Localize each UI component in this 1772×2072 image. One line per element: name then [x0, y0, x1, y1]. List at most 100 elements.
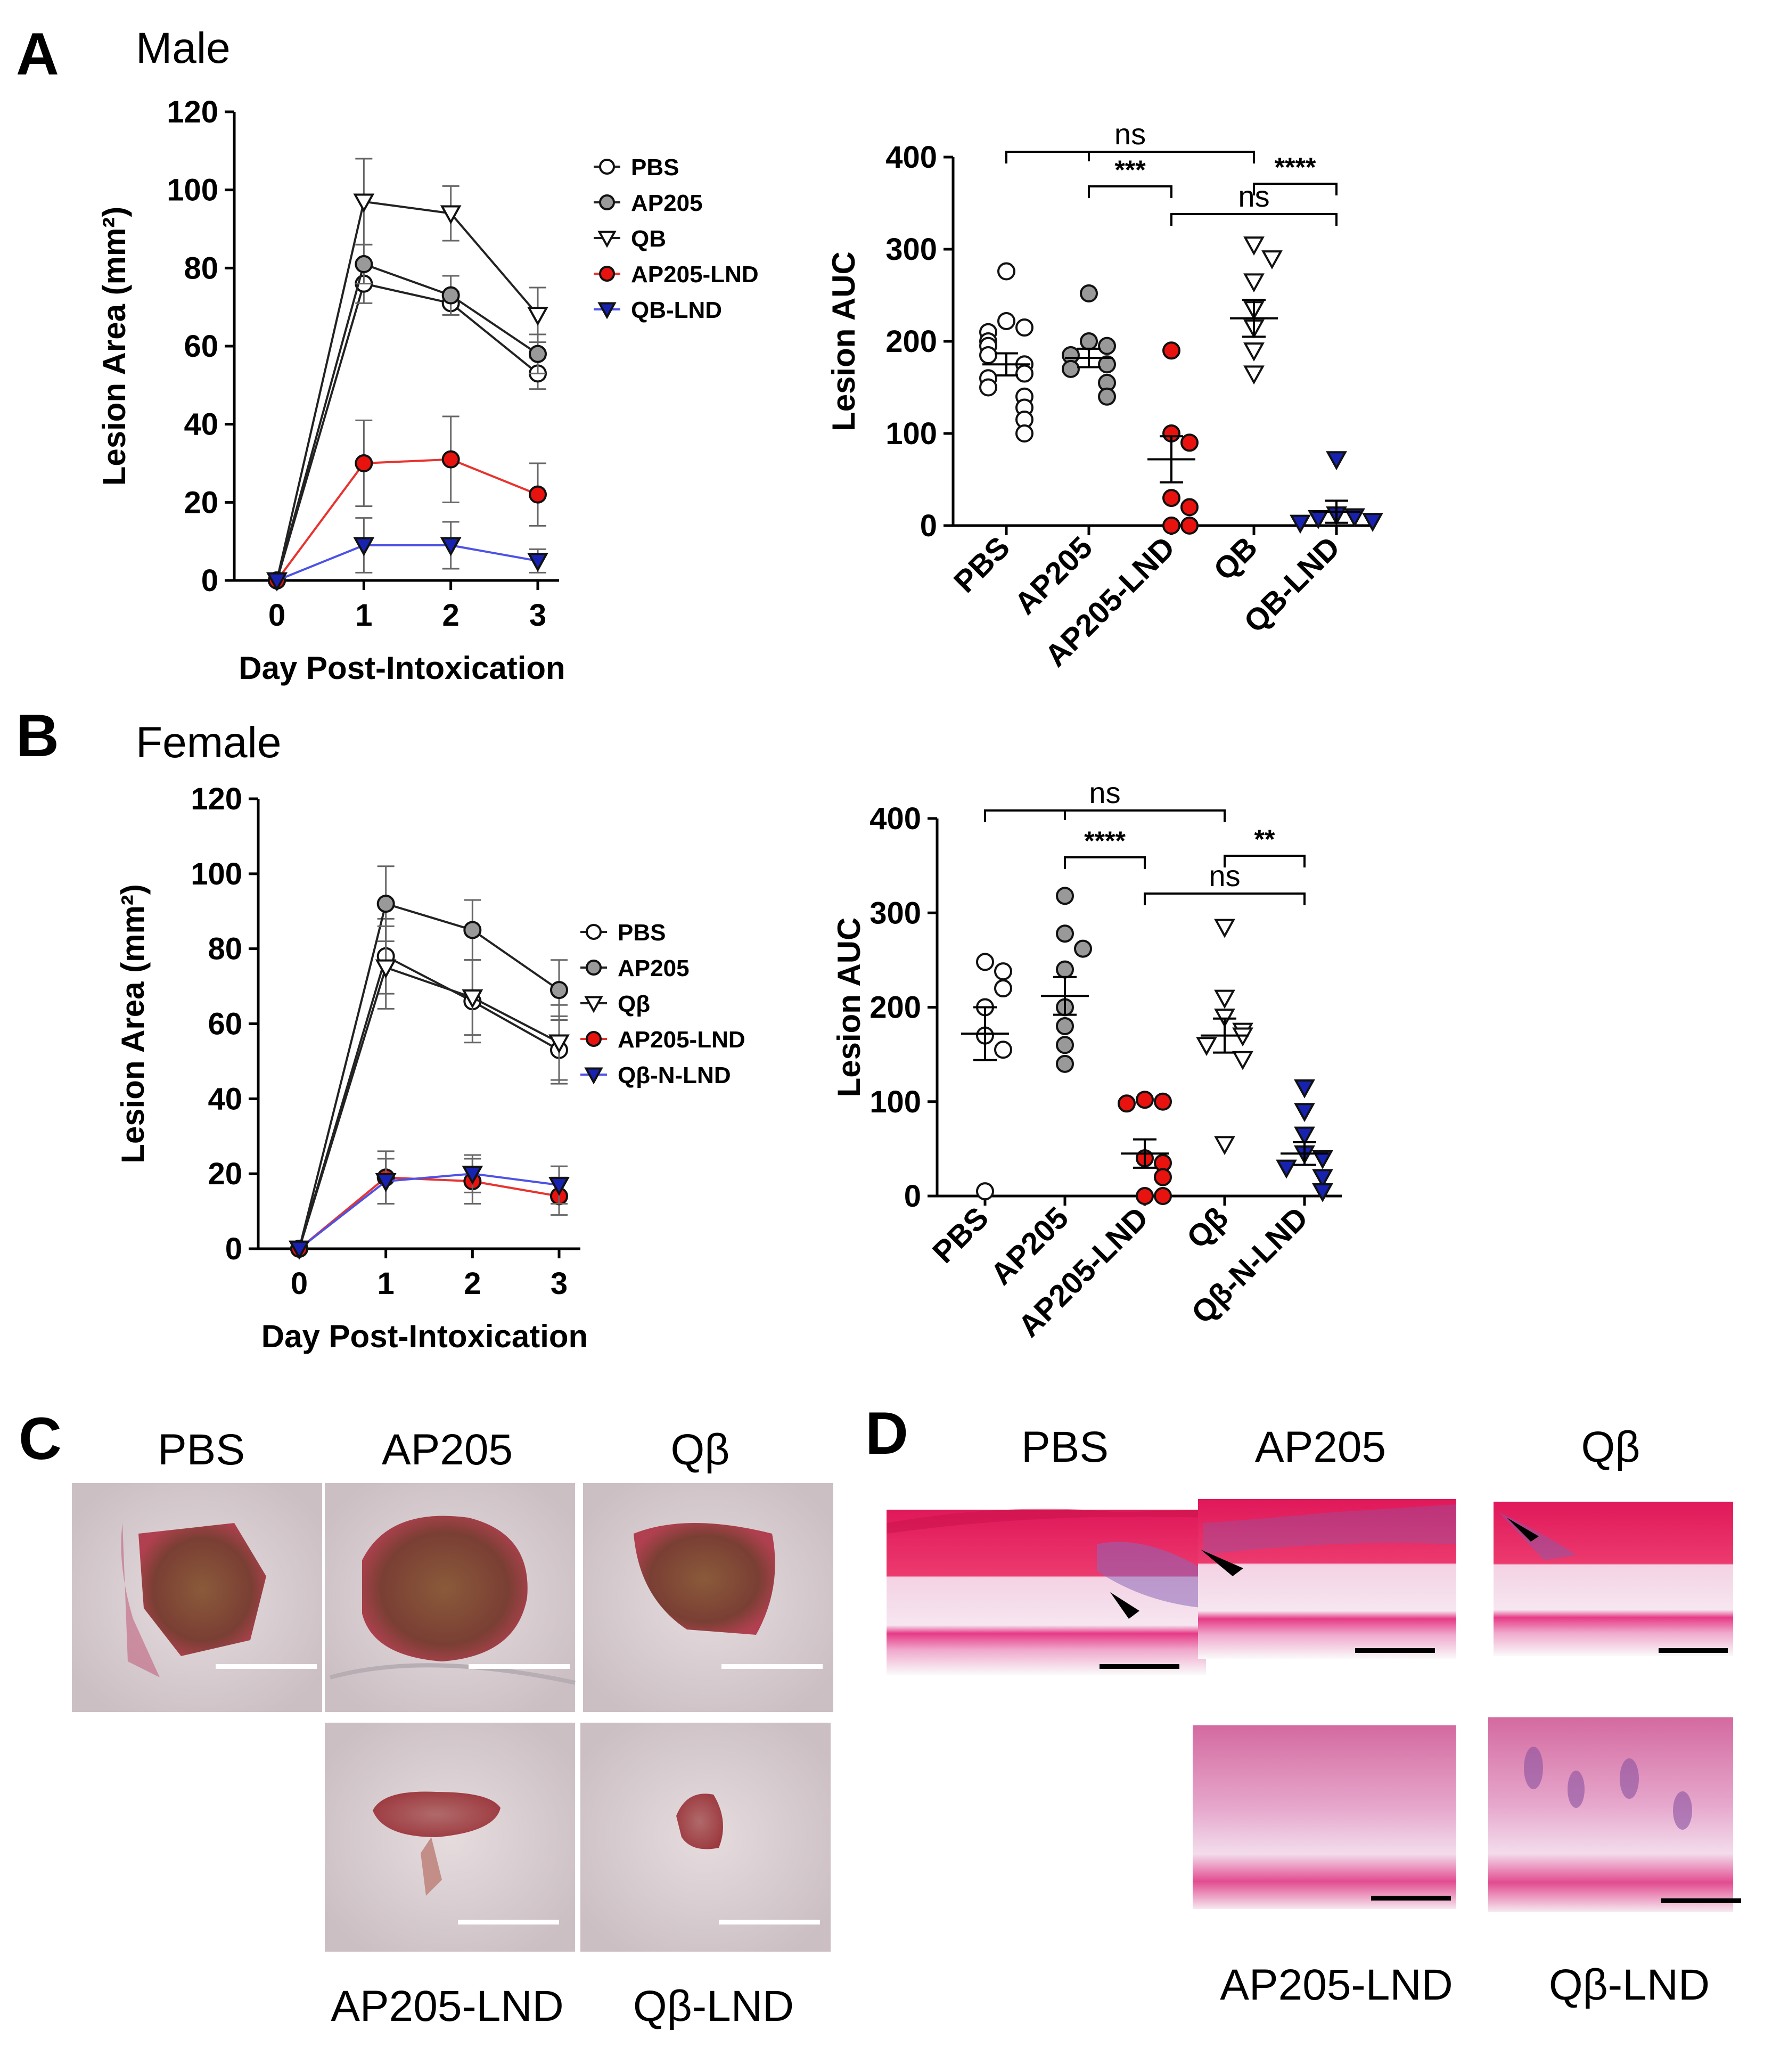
data-point	[440, 205, 462, 225]
group-pbs	[961, 953, 1012, 1201]
legend-marker	[586, 960, 602, 976]
bracket-line	[984, 809, 1226, 822]
significance-bracket: **	[1224, 824, 1306, 867]
data-point	[1015, 364, 1033, 383]
data-point	[1098, 387, 1116, 406]
photo-pbs	[72, 1483, 322, 1712]
data-point	[1162, 489, 1180, 507]
x-tick-label: PBS	[926, 1200, 995, 1270]
data-point	[1056, 887, 1074, 905]
data-point	[1074, 939, 1092, 958]
y-tick-label: 100	[191, 857, 242, 891]
photo-label-ap205: AP205	[382, 1426, 513, 1474]
legend-label: PBS	[618, 920, 666, 946]
significance-label: ns	[1209, 859, 1240, 892]
legend-marker	[584, 996, 603, 1013]
scale-bar	[1100, 1664, 1179, 1669]
x-tick-label: 3	[529, 598, 546, 633]
legend-marker	[597, 231, 617, 248]
group-ap205-lnd	[1118, 1091, 1172, 1205]
legend-marker	[599, 159, 615, 175]
series-qb-lnd	[266, 517, 548, 592]
significance-label: ****	[1084, 826, 1126, 856]
data-point	[1276, 1159, 1297, 1179]
significance-bracket: ns	[984, 776, 1226, 822]
legend-marker	[586, 924, 602, 940]
scale-bar	[469, 1664, 570, 1669]
panel-title-female: Female	[136, 718, 281, 767]
data-point	[1080, 284, 1098, 303]
data-point	[462, 1165, 483, 1185]
data-point	[1243, 342, 1265, 362]
histo-label-qb-lnd: Qβ-LND	[1549, 1961, 1710, 2009]
legend-label: Qβ-N-LND	[618, 1062, 731, 1088]
data-point	[1362, 513, 1383, 532]
y-axis-label: Lesion Area (mm²)	[115, 884, 151, 1164]
data-point	[1154, 1092, 1172, 1111]
y-tick-label: 100	[885, 416, 937, 451]
group-ap205	[1041, 887, 1092, 1073]
bracket-line	[1224, 855, 1306, 867]
x-tick-label: Qβ	[1180, 1200, 1235, 1255]
legend-marker	[599, 194, 615, 210]
data-point	[1015, 424, 1033, 443]
y-axis-label: Lesion AUC	[826, 251, 862, 431]
scale-bar	[1659, 1648, 1728, 1653]
data-point	[548, 1034, 570, 1054]
scale-bar	[721, 1664, 823, 1669]
photo-label-qb-lnd: Qβ-LND	[633, 1982, 794, 2030]
y-axis-label: Lesion AUC	[831, 918, 867, 1098]
data-point	[1162, 341, 1180, 360]
data-point	[289, 1240, 310, 1260]
significance-label: ns	[1114, 117, 1146, 151]
significance-label: ***	[1114, 155, 1146, 185]
x-tick-label: PBS	[947, 530, 1016, 599]
photo-label-ap205-lnd: AP205-LND	[331, 1982, 564, 2030]
panel-letter-D: D	[865, 1400, 908, 1467]
data-point	[1214, 1136, 1235, 1156]
y-tick-label: 20	[184, 485, 218, 520]
bracket-line	[1170, 213, 1338, 226]
group-ap205	[1062, 284, 1116, 406]
x-tick-label: 0	[268, 598, 285, 633]
data-point	[1243, 273, 1265, 293]
significance-bracket: ns	[1144, 859, 1306, 905]
series-line	[276, 282, 539, 581]
data-point	[1056, 1036, 1074, 1054]
data-point	[1080, 332, 1098, 350]
legend-label: AP205	[618, 955, 690, 981]
data-point	[355, 454, 373, 472]
group-ap205-lnd	[1147, 341, 1199, 535]
data-point	[463, 921, 482, 939]
group-qb	[1230, 236, 1283, 385]
y-tick-label: 80	[208, 932, 242, 967]
histo-label-pbs: PBS	[1021, 1423, 1109, 1471]
data-point	[1056, 1017, 1074, 1035]
significance-label: ns	[1089, 776, 1120, 809]
scale-bar	[1355, 1648, 1435, 1653]
group-qb	[1196, 919, 1253, 1156]
data-point	[1154, 1168, 1172, 1186]
series-line	[298, 966, 560, 1249]
arrowhead-icon	[1507, 1518, 1539, 1542]
y-axis-label: Lesion Area (mm²)	[96, 207, 132, 486]
histo-label-ap205-lnd: AP205-LND	[1220, 1961, 1453, 2009]
data-point	[1232, 1051, 1253, 1070]
data-point	[979, 378, 997, 397]
series-pbs	[290, 918, 568, 1258]
bracket-line	[1144, 892, 1306, 905]
histology-pbs	[887, 1509, 1206, 1675]
y-tick-label: 0	[904, 1179, 921, 1214]
panel-letter-C: C	[19, 1405, 62, 1472]
histology-ap205	[1198, 1499, 1456, 1659]
panel-d-histology: PBS AP205 Qβ	[887, 1423, 1741, 2009]
histology-qb-lnd	[1488, 1717, 1741, 1912]
significance-label: ns	[1238, 179, 1269, 213]
photo-label-qb: Qβ	[671, 1426, 730, 1474]
x-tick-label: 2	[464, 1266, 481, 1301]
bracket-line	[1064, 856, 1146, 869]
data-point	[375, 1173, 397, 1192]
scale-bar	[719, 1920, 820, 1924]
